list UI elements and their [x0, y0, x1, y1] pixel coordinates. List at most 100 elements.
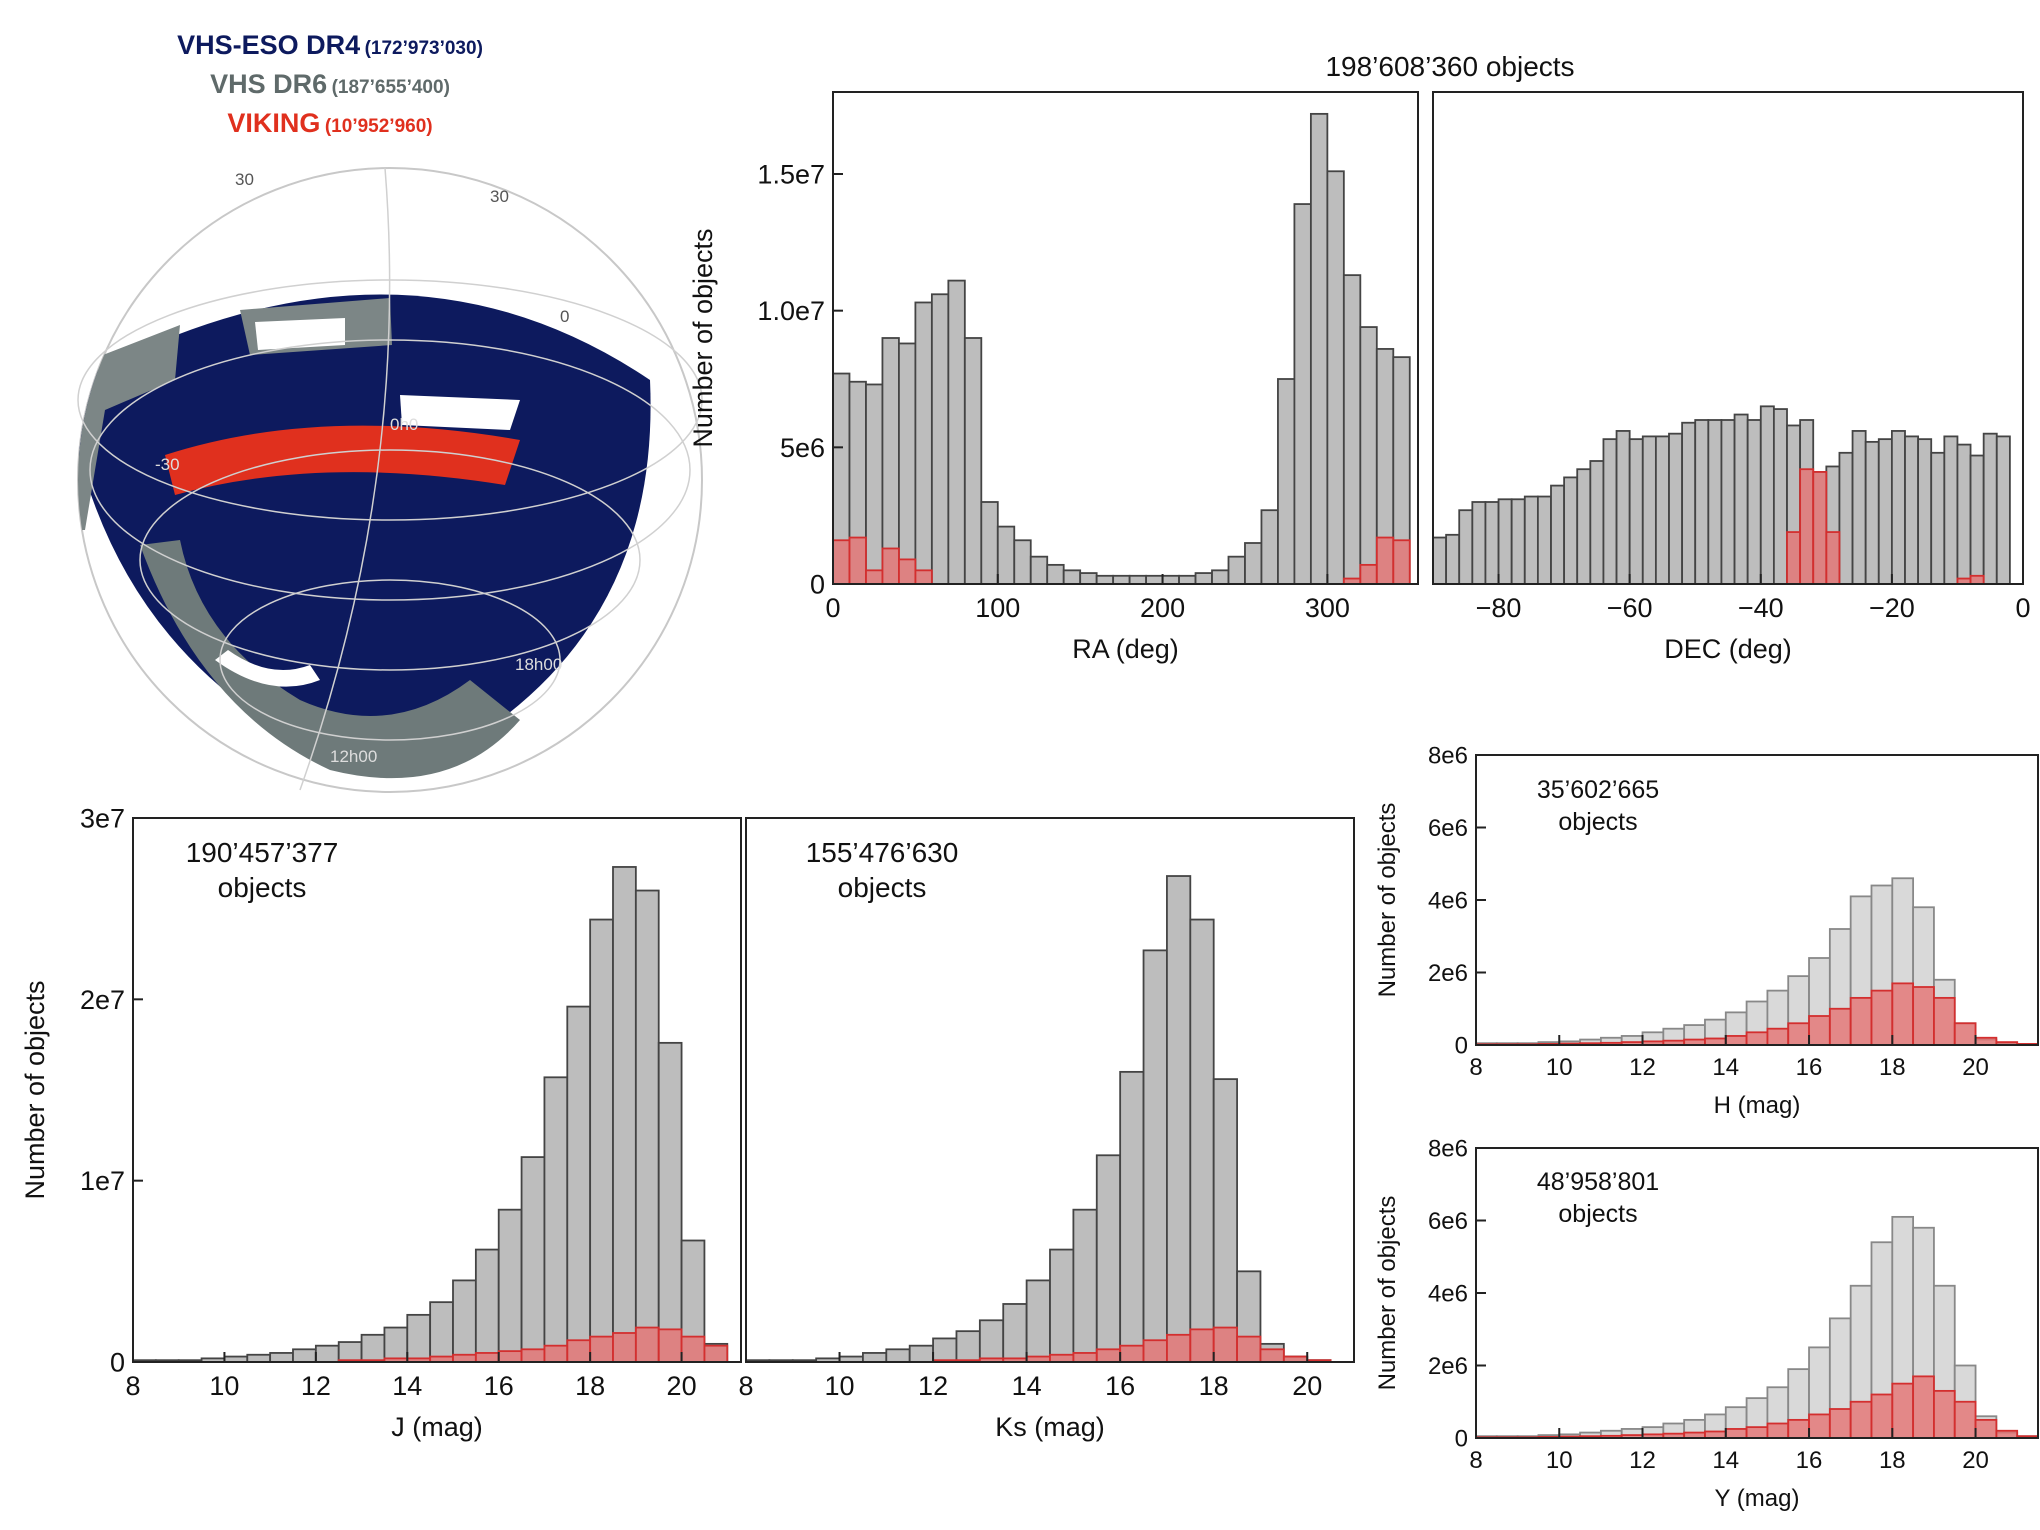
legend-vhs-eso: VHS-ESO DR4 (172’973’030) [177, 30, 483, 60]
dec-x-axis-label: DEC (deg) [1664, 634, 1792, 664]
h-x-tick-label: 12 [1629, 1054, 1656, 1081]
dec-gray-bar [1628, 438, 1644, 585]
h-y-tick-label: 4e6 [1428, 887, 1468, 914]
ks-gray-bar [1189, 918, 1215, 1363]
dec-gray-bar [1484, 501, 1500, 585]
h-x-tick-label: 8 [1469, 1054, 1482, 1081]
j-y-tick-label: 3e7 [80, 803, 125, 833]
h-object-count-annotation: objects [1558, 808, 1637, 836]
ks-object-count-annotation: 155’476’630 [806, 837, 959, 868]
sky-label-ra-12h: 12h00 [330, 747, 377, 766]
dec-histogram: −80 −60 −40 −20 0 DEC (deg) [1432, 91, 2031, 664]
j-gray-bar [360, 1333, 386, 1363]
j-gray-bar [657, 1041, 683, 1363]
ra-x-tick-label: 300 [1305, 593, 1350, 623]
ra-gray-bar [898, 342, 917, 585]
ra-gray-bar [1194, 572, 1213, 585]
ra-gray-bar [1079, 572, 1098, 585]
y-red-bar [1891, 1382, 1915, 1439]
y-x-tick-label: 14 [1712, 1447, 1739, 1474]
ra-gray-bar [1112, 574, 1131, 585]
ra-red-bar [898, 558, 917, 585]
y-red-bar [1995, 1429, 2019, 1439]
graticule [77, 167, 703, 791]
ra-gray-bar [865, 383, 884, 585]
y-x-tick-label: 20 [1962, 1447, 1989, 1474]
dec-x-tick-label: −60 [1607, 593, 1653, 623]
dec-gray-bar [1890, 430, 1906, 585]
h-y-tick-label: 2e6 [1428, 960, 1468, 987]
ra-x-tick-label: 0 [825, 593, 840, 623]
ks-gray-bar [1166, 875, 1192, 1363]
h-object-count-annotation: 35’602’665 [1537, 776, 1659, 804]
dec-gray-bar [1982, 432, 1998, 585]
vhs-dr6-footprint-south [140, 540, 520, 779]
j-gray-bar [406, 1313, 432, 1363]
dec-plot-frame [1432, 91, 2024, 585]
h-y-tick-label: 6e6 [1428, 815, 1468, 842]
y-mag-histogram: 8 10 12 14 16 18 20 0 2e6 4e6 6e6 8e6 Y (mag) Number … [1374, 1135, 2039, 1512]
dec-red-bar [1969, 574, 1985, 585]
ra-x-tick-label: 100 [975, 593, 1020, 623]
dec-gray-bar [1746, 419, 1762, 585]
j-red-bar [566, 1339, 592, 1363]
j-x-tick-label: 8 [125, 1371, 140, 1401]
j-gray-bar [497, 1208, 523, 1363]
ks-gray-bar [862, 1352, 888, 1363]
dec-red-bar [1825, 531, 1841, 585]
sky-coverage-map: 30 30 0 0h0 -30 18h00 12h00 [77, 167, 703, 793]
j-gray-bar [566, 1005, 592, 1363]
j-red-bar [634, 1326, 660, 1363]
h-y-tick-label: 0 [1455, 1032, 1468, 1059]
dec-gray-bar [1550, 484, 1566, 585]
ks-gray-bar [1095, 1154, 1122, 1363]
ra-gray-bar [1326, 170, 1345, 585]
h-red-bar [1912, 986, 1935, 1046]
ra-gray-bar [930, 293, 950, 585]
viking-footprint [165, 425, 520, 495]
gap-center [400, 395, 520, 430]
dec-gray-bar [1654, 435, 1670, 585]
ra-gray-bar [996, 525, 1016, 585]
j-gray-bar [452, 1279, 477, 1363]
ra-y-tick-label: 0 [810, 569, 825, 599]
ks-gray-bar [978, 1319, 1005, 1363]
ks-plot-frame [745, 817, 1355, 1363]
j-x-tick-label: 16 [484, 1371, 514, 1401]
dec-gray-bar [1445, 533, 1461, 585]
j-gray-bar [383, 1326, 409, 1363]
ks-red-bar [1189, 1328, 1215, 1363]
dec-red-bar [1799, 468, 1815, 585]
ra-red-bar [1375, 536, 1395, 585]
ra-gray-bar [963, 337, 983, 585]
y-red-bar [1953, 1400, 1977, 1439]
ra-histogram: 0 100 200 300 0 5e6 1.0e7 1.5e7 RA (deg) Number o… [688, 51, 1575, 664]
j-gray-bar [589, 918, 614, 1363]
j-y-tick-label: 0 [110, 1347, 125, 1377]
j-mag-histogram: 8 10 12 14 16 18 20 0 1e7 2e7 3e7 J (mag) Number of … [20, 803, 742, 1442]
h-red-bar [1974, 1036, 1998, 1046]
dec-gray-bar [1681, 421, 1697, 585]
ra-gray-bar [1145, 574, 1164, 585]
footprint-layer [78, 294, 651, 779]
j-red-bar [612, 1332, 637, 1363]
y-y-tick-label: 6e6 [1428, 1208, 1468, 1235]
j-red-bar [474, 1352, 500, 1363]
j-gray-bar [246, 1353, 272, 1363]
y-x-tick-label: 16 [1796, 1447, 1823, 1474]
ks-x-tick-label: 8 [738, 1371, 753, 1401]
survey-legend: VHS-ESO DR4 (172’973’030) VHS DR6 (187’6… [60, 28, 600, 145]
dec-gray-bar [1838, 451, 1854, 585]
dec-gray-bar [1759, 405, 1775, 585]
ra-y-tick-label: 1.0e7 [757, 296, 825, 326]
j-object-count-annotation: objects [218, 872, 307, 903]
dec-gray-bar [1864, 440, 1880, 585]
ks-red-bar [1072, 1352, 1098, 1363]
ra-y-tick-label: 1.5e7 [757, 159, 825, 189]
ks-red-bar [1236, 1335, 1262, 1363]
ra-red-bar [1392, 539, 1411, 585]
sky-label-ra-18h: 18h00 [515, 655, 562, 674]
j-gray-bar [314, 1344, 340, 1363]
dec-gray-bar [1668, 432, 1684, 585]
j-plot-frame [132, 817, 742, 1363]
